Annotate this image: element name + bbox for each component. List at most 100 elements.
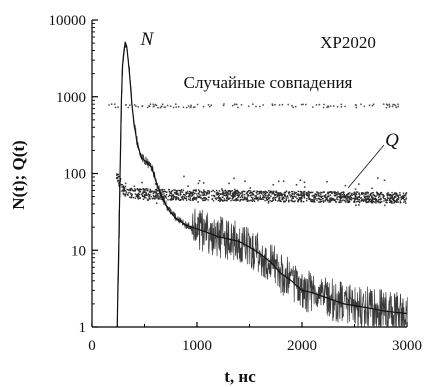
q-point [311, 200, 314, 203]
q-point [137, 193, 140, 195]
q-point [231, 189, 234, 192]
q-point [388, 199, 391, 201]
q-point [234, 192, 237, 194]
q-point [315, 193, 317, 196]
q-point [389, 193, 392, 196]
q-point [161, 198, 163, 201]
q-point [404, 200, 406, 202]
q-point [145, 189, 147, 192]
q-point [301, 192, 303, 194]
q-point [223, 190, 225, 192]
q-point [347, 192, 349, 195]
q-point [297, 200, 299, 202]
q-point [300, 194, 302, 196]
random-point [363, 105, 366, 108]
q-point [294, 200, 296, 202]
q-point [215, 192, 218, 194]
q-point [154, 194, 157, 197]
q-point [306, 197, 308, 200]
q-point [118, 185, 120, 187]
q-point [381, 201, 383, 203]
q-point [143, 191, 145, 193]
q-point [339, 193, 342, 195]
q-point [148, 196, 150, 198]
q-point [278, 196, 281, 199]
q-point [176, 193, 179, 196]
q-point [187, 192, 189, 194]
q-point [189, 199, 192, 202]
q-point [318, 192, 320, 194]
q-point [397, 197, 399, 199]
q-point [274, 199, 277, 202]
q-point [223, 199, 226, 202]
q-point [307, 196, 310, 198]
q-point [193, 197, 195, 200]
q-point [239, 199, 241, 201]
q-point [233, 190, 236, 193]
q-point [340, 196, 343, 198]
q-point [300, 191, 303, 193]
q-point [249, 192, 252, 194]
random-point [368, 104, 371, 107]
q-point [337, 191, 339, 193]
q-point [188, 195, 190, 197]
q-point [278, 197, 280, 199]
random-point [326, 106, 328, 109]
q-point [356, 191, 358, 193]
q-point [292, 197, 294, 200]
random-point [344, 105, 346, 108]
random-coincidences-label: Случайные совпадения [184, 73, 353, 92]
q-point [330, 197, 333, 199]
q-point [342, 199, 344, 201]
q-point [176, 190, 178, 192]
q-point [309, 191, 311, 194]
random-point [340, 103, 343, 106]
random-point [175, 106, 178, 108]
q-point [370, 199, 372, 201]
q-point [279, 194, 282, 196]
q-point [303, 190, 305, 193]
q-point [396, 198, 398, 200]
q-point [311, 191, 314, 194]
q-point [312, 194, 315, 197]
q-point [130, 196, 133, 198]
q-point [235, 198, 237, 201]
q-point [225, 194, 227, 196]
q-point [343, 197, 345, 199]
random-point [322, 106, 325, 109]
q-point [195, 190, 197, 192]
q-point [400, 198, 403, 200]
q-point [376, 192, 379, 194]
q-point [139, 190, 141, 193]
q-point [291, 190, 293, 193]
q-point [326, 195, 329, 198]
q-point [387, 191, 389, 194]
q-point [363, 192, 365, 194]
q-point [370, 192, 372, 195]
q-point [283, 195, 286, 197]
q-point [124, 195, 126, 197]
q-point [163, 191, 165, 193]
q-point [158, 195, 160, 197]
q-point [246, 199, 249, 201]
random-point [251, 103, 254, 106]
q-point [347, 201, 350, 204]
q-point [165, 193, 168, 196]
q-point [226, 200, 228, 202]
x-tick-label: 2000 [287, 338, 317, 354]
q-point [364, 198, 366, 201]
q-point [379, 193, 382, 195]
q-point [208, 191, 211, 194]
q-point [384, 199, 387, 201]
q-point [358, 198, 360, 201]
q-point [235, 192, 238, 194]
q-point [150, 191, 152, 194]
q-point [144, 195, 146, 197]
q-point [340, 197, 342, 200]
q-point [143, 188, 146, 191]
q-point [269, 199, 271, 202]
q-point [268, 193, 270, 195]
q-point [232, 194, 234, 196]
q-point [250, 199, 252, 202]
q-point [212, 194, 215, 197]
